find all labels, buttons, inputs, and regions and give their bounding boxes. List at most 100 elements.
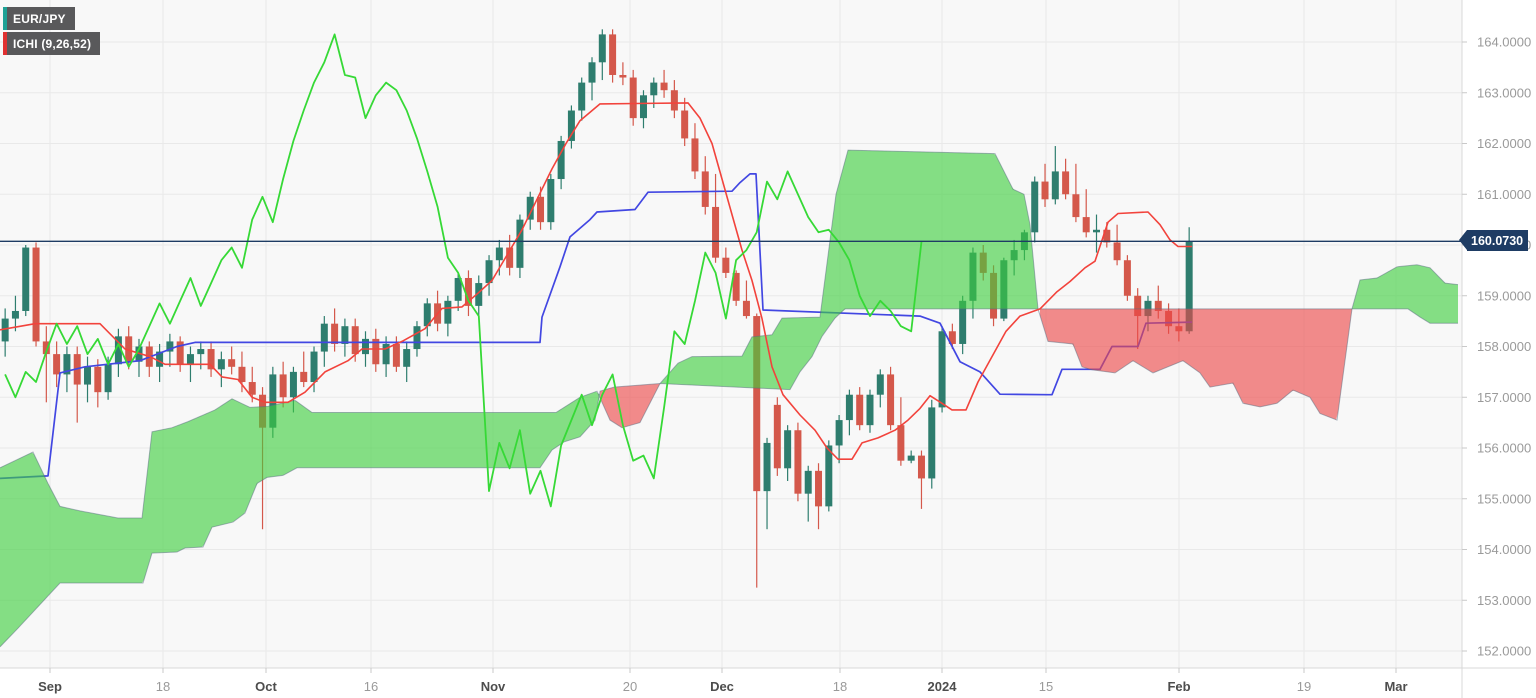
candle-body <box>588 62 596 83</box>
candle-body <box>248 382 256 395</box>
candle-body <box>650 82 658 96</box>
candle-body <box>135 346 143 362</box>
candle-body <box>104 364 112 393</box>
candle-body <box>681 110 689 139</box>
time-axis-label: 15 <box>1039 679 1053 694</box>
price-axis-label: 164.0000 <box>1477 35 1531 50</box>
symbol-accent-bar <box>3 7 7 30</box>
candle-body <box>382 343 390 365</box>
candle-body <box>269 374 277 428</box>
candle-body <box>351 326 359 355</box>
candle-body <box>629 77 637 119</box>
cloud-bearish-segment <box>1040 308 1352 420</box>
candle-body <box>763 442 771 492</box>
candle-body <box>691 138 699 172</box>
candle-body <box>228 359 236 367</box>
candle-body <box>959 300 967 344</box>
candle-body <box>485 260 493 284</box>
candle-body <box>794 430 802 494</box>
symbol-badge[interactable]: EUR/JPY <box>3 7 75 30</box>
candle-body <box>660 82 668 91</box>
time-axis-label: 18 <box>156 679 170 694</box>
candle-body <box>804 470 812 494</box>
candle-body <box>712 206 720 258</box>
indicator-accent-bar <box>3 32 7 55</box>
price-tag-arrow <box>1459 230 1467 250</box>
candle-body <box>156 351 164 367</box>
candle-body <box>1093 229 1100 233</box>
senkou-b-line <box>0 308 1458 648</box>
chikou-line <box>4 33 923 508</box>
candle-body <box>598 34 606 63</box>
candle-body <box>845 394 853 421</box>
time-axis-label: 16 <box>364 679 378 694</box>
time-axis-label: Feb <box>1167 679 1190 694</box>
candle-body <box>94 366 102 393</box>
candle-body <box>742 300 750 317</box>
candle-body <box>1185 241 1193 332</box>
candle-body <box>897 425 905 461</box>
candle-body <box>464 277 472 306</box>
candle-body <box>84 366 92 385</box>
candle-body <box>125 336 133 362</box>
candle-body <box>1031 181 1039 233</box>
time-axis-label: 20 <box>623 679 637 694</box>
candle-body <box>320 323 328 352</box>
candle-body <box>1134 295 1142 317</box>
candle-body <box>423 303 431 327</box>
candle-body <box>42 341 50 355</box>
candle-body <box>22 247 30 311</box>
candle-body <box>331 323 339 344</box>
time-axis-label: 2024 <box>928 679 958 694</box>
candle-body <box>444 300 452 324</box>
price-axis-label: 156.0000 <box>1477 441 1531 456</box>
candle-body <box>619 74 627 78</box>
candle-body <box>1072 194 1080 218</box>
indicator-label: ICHI (9,26,52) <box>13 37 92 51</box>
cloud-bullish-segment <box>0 391 600 647</box>
candle-body <box>526 196 534 220</box>
candle-body <box>547 179 555 223</box>
candle-body <box>1062 171 1070 195</box>
candle-body <box>907 455 915 461</box>
tenkan-line <box>0 102 1192 460</box>
candle-body <box>310 351 318 383</box>
candle-body <box>516 219 524 268</box>
price-axis-background[interactable] <box>1462 0 1536 698</box>
price-axis-label: 162.0000 <box>1477 136 1531 151</box>
time-axis-background[interactable] <box>0 668 1462 698</box>
candle-body <box>784 430 792 469</box>
symbol-label: EUR/JPY <box>13 12 66 26</box>
candle-body <box>825 445 833 507</box>
candle-body <box>1 318 9 342</box>
candle-body <box>279 374 287 398</box>
candle-body <box>917 455 925 479</box>
candle-body <box>928 407 936 479</box>
cloud-bearish-segment <box>600 383 660 428</box>
candle-body <box>732 272 740 301</box>
candle-body <box>639 95 647 119</box>
candle-body <box>207 349 215 370</box>
candle-body <box>506 247 514 268</box>
candle-body <box>609 34 617 75</box>
candle-body <box>300 371 308 383</box>
candle-body <box>63 354 71 375</box>
candle-body <box>217 359 225 370</box>
candle-body <box>495 247 503 261</box>
indicator-badge[interactable]: ICHI (9,26,52) <box>3 32 101 55</box>
time-axis-label: 18 <box>833 679 847 694</box>
candle-body <box>1051 171 1059 200</box>
price-axis-labels: 164.0000163.0000162.0000161.0000160.0000… <box>1462 35 1531 659</box>
candle-body <box>815 470 823 507</box>
candle-body <box>835 420 843 446</box>
candle-body <box>876 374 884 395</box>
price-axis-label: 161.0000 <box>1477 187 1531 202</box>
price-axis-label: 154.0000 <box>1477 542 1531 557</box>
price-axis-label: 159.0000 <box>1477 288 1531 303</box>
candle-body <box>948 331 956 344</box>
price-axis-label: 153.0000 <box>1477 593 1531 608</box>
candle-body <box>403 349 411 367</box>
price-axis-label: 157.0000 <box>1477 390 1531 405</box>
price-axis-label: 155.0000 <box>1477 491 1531 506</box>
